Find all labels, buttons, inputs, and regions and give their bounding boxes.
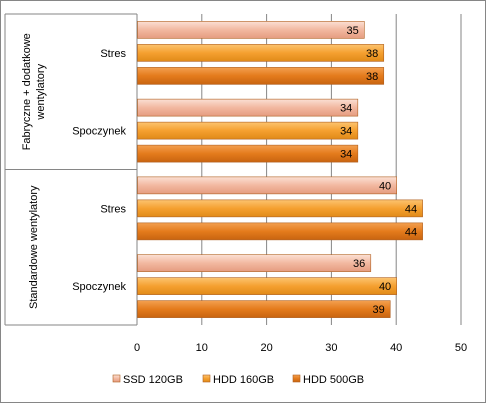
data-label: 44 xyxy=(405,226,417,238)
data-label: 34 xyxy=(340,126,352,138)
legend-label: HDD 160GB xyxy=(213,374,274,386)
bars xyxy=(137,21,423,318)
data-label: 38 xyxy=(366,71,378,83)
legend: SSD 120GB HDD 160GB HDD 500GB xyxy=(112,374,364,386)
bar xyxy=(137,67,385,85)
data-label: 39 xyxy=(372,304,384,316)
bar xyxy=(137,254,372,272)
legend-label: SSD 120GB xyxy=(123,374,183,386)
bar xyxy=(137,21,365,39)
legend-label: HDD 500GB xyxy=(303,374,364,386)
category-label: Stres xyxy=(100,203,126,215)
x-tick-label: 10 xyxy=(196,342,208,354)
bar xyxy=(137,176,398,195)
bar xyxy=(137,199,423,218)
labels: Fabryczne + dodatkowe wentylatory Stres Spo… xyxy=(21,25,417,316)
x-tick-label: 20 xyxy=(260,342,272,354)
gridlines xyxy=(201,14,462,325)
bar xyxy=(137,144,359,163)
bar xyxy=(137,277,398,295)
bar xyxy=(137,300,391,318)
data-label: 34 xyxy=(340,149,352,161)
x-tick-label: 50 xyxy=(455,342,467,354)
group-label: Standardowe wentylatory xyxy=(28,185,40,309)
x-tick-label: 30 xyxy=(325,342,337,354)
x-tick-label: 40 xyxy=(390,342,402,354)
x-tick-label: 0 xyxy=(134,342,140,354)
bar xyxy=(137,44,385,62)
category-label: Spoczynek xyxy=(72,281,126,293)
group-label: Fabryczne + dodatkowe wentylatory xyxy=(21,33,47,150)
data-label: 40 xyxy=(379,180,391,192)
group-label-line: Standardowe wentylatory xyxy=(28,185,40,309)
data-label: 44 xyxy=(405,203,417,215)
legend-swatch xyxy=(202,374,211,383)
data-label: 40 xyxy=(379,281,391,293)
data-label: 36 xyxy=(353,258,365,270)
bar xyxy=(137,98,359,117)
category-label: Stres xyxy=(100,48,126,60)
legend-swatch xyxy=(292,374,301,383)
axes: 0 10 20 30 40 50 xyxy=(4,13,467,354)
group-label-line: wentylatory xyxy=(35,63,47,120)
data-label: 35 xyxy=(347,25,359,37)
data-label: 38 xyxy=(366,48,378,60)
group-label-line: Fabryczne + dodatkowe xyxy=(21,33,33,150)
legend-swatch xyxy=(112,374,121,383)
bar xyxy=(137,222,423,241)
data-label: 34 xyxy=(340,103,352,115)
category-label: Spoczynek xyxy=(72,126,126,138)
bar xyxy=(137,121,359,140)
